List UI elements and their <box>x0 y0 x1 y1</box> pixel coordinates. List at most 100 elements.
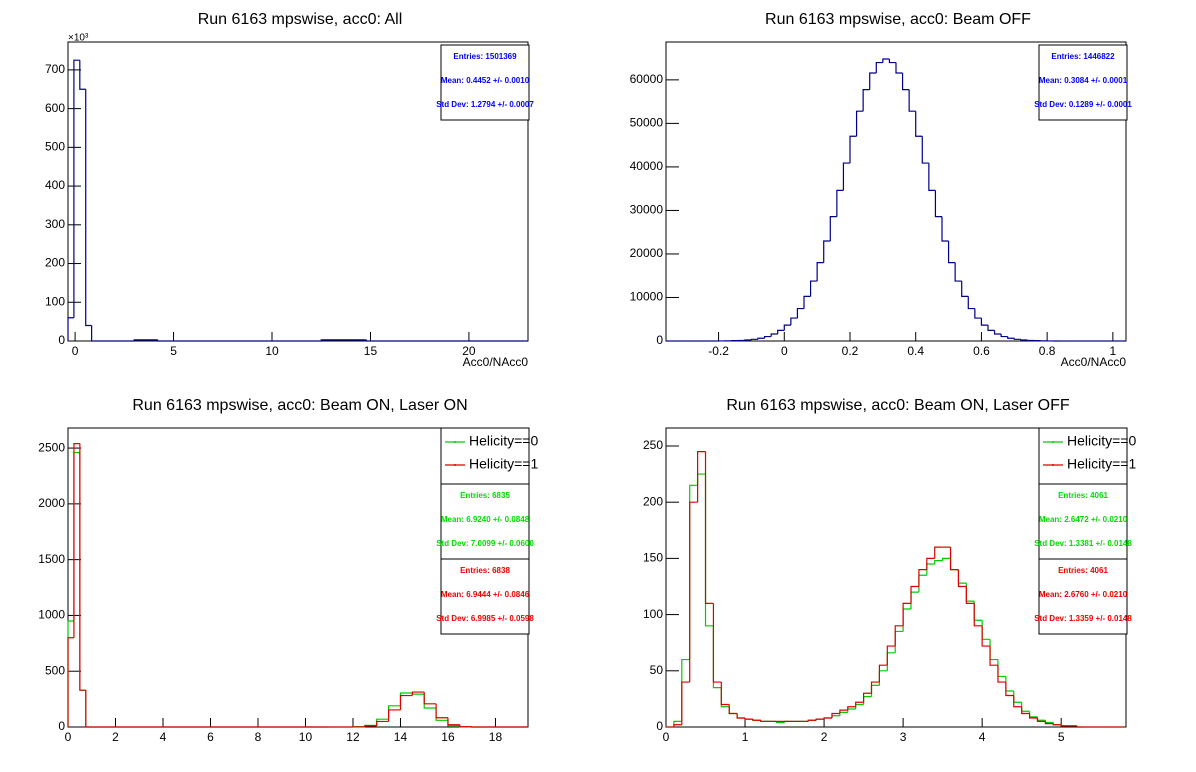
y-tick-label: 400 <box>45 178 65 192</box>
histogram-bin <box>831 712 840 719</box>
stats-line: Entries: 1501369 <box>453 52 517 61</box>
histogram-bin <box>1020 339 1028 341</box>
histogram-bin <box>757 337 765 340</box>
y-tick-label: 100 <box>45 294 65 308</box>
y-tick-label: 100 <box>643 607 663 621</box>
histogram-bin <box>993 330 1002 335</box>
histogram-bin <box>926 557 935 570</box>
histogram-bin <box>736 713 746 719</box>
chart-title: Run 6163 mpswise, acc0: Beam ON, Laser O… <box>726 397 1069 414</box>
x-tick-label: 0 <box>781 344 788 358</box>
histogram-bin <box>399 694 413 710</box>
stats-box <box>1038 44 1128 121</box>
y-tick-label: 1500 <box>38 552 65 566</box>
legend-label: Helicity==0 <box>469 433 538 449</box>
x-tick-label: 2 <box>821 730 828 744</box>
stats-line: Mean: 6.9240 +/- 0.0848 <box>441 515 530 524</box>
histogram-bin <box>376 720 389 726</box>
x-tick-label: 0.8 <box>1039 344 1056 358</box>
y-tick-label: 40000 <box>630 159 664 173</box>
histogram-bin <box>783 324 791 331</box>
histogram-bin <box>796 307 804 319</box>
stats-line: Mean: 2.6472 +/- 0.0210 <box>1039 515 1128 524</box>
histogram-bin <box>862 696 872 705</box>
stats-line: Mean: 6.9444 +/- 0.0846 <box>441 590 530 599</box>
stats-line: Mean: 0.4452 +/- 0.0010 <box>441 76 530 85</box>
histogram-bin <box>1005 682 1014 697</box>
histogram-bin <box>364 725 377 727</box>
y-tick-label: 300 <box>45 217 65 231</box>
y-tick-label: 0 <box>58 719 65 733</box>
y-tick-label: 0 <box>58 333 65 347</box>
stats-box <box>440 44 530 121</box>
histogram-bin <box>910 585 919 604</box>
histogram-bin <box>79 452 86 691</box>
histogram-bin <box>849 135 857 164</box>
histogram-bin <box>908 89 916 112</box>
stats-line: Std Dev: 1.3359 +/- 0.0148 <box>1034 614 1132 623</box>
histogram-bin <box>973 603 983 627</box>
histogram-bin <box>961 281 969 297</box>
histogram-bin <box>770 333 778 337</box>
histogram-bin <box>870 681 880 694</box>
stats-line: Entries: 4061 <box>1058 491 1108 500</box>
histogram-bin <box>387 709 401 722</box>
histogram-bin <box>752 719 761 721</box>
histogram-bin <box>807 719 817 722</box>
histogram-bin <box>365 339 528 342</box>
histogram-bin <box>989 639 998 661</box>
x-tick-label: 0 <box>72 344 79 358</box>
y-tick-label: 30000 <box>630 203 664 217</box>
legend-marker <box>1052 441 1054 443</box>
histogram-bin <box>926 563 935 576</box>
histogram-bin <box>934 190 942 218</box>
y-tick-label: 200 <box>643 494 663 508</box>
histogram-bin <box>965 586 975 604</box>
histogram-bin <box>1036 716 1046 721</box>
histogram-bin <box>387 705 401 720</box>
histogram-bin <box>85 89 92 327</box>
x-tick-label: 16 <box>441 730 455 744</box>
histogram-bin <box>1044 721 1054 725</box>
histogram-bin <box>320 339 367 341</box>
histogram-bin <box>1060 724 1070 727</box>
y-tick-label: 2500 <box>38 440 65 454</box>
histogram-bin <box>777 329 785 335</box>
histogram-bin <box>728 704 738 715</box>
y-tick-label: 700 <box>45 62 65 76</box>
histogram-bin <box>949 558 959 571</box>
stats-line: Entries: 6838 <box>460 566 510 575</box>
x-tick-label: 20 <box>462 344 476 358</box>
histogram-bin <box>399 692 413 706</box>
histogram-bin <box>712 625 722 689</box>
y-tick-label: 600 <box>45 101 65 115</box>
chart-title: Run 6163 mpswise, acc0: All <box>198 11 403 28</box>
histogram-bin <box>974 308 982 319</box>
histogram-bin <box>928 163 936 191</box>
histogram-bin <box>423 694 437 709</box>
legend-label: Helicity==1 <box>1067 456 1136 472</box>
histogram-bin <box>411 691 425 696</box>
x-tick-label: 12 <box>346 730 360 744</box>
x-tick-label: 5 <box>170 344 177 358</box>
histogram-bin <box>157 339 322 342</box>
y-tick-label: 50000 <box>630 116 664 130</box>
stats-line: Std Dev: 0.1289 +/- 0.0001 <box>1034 100 1132 109</box>
legend-label: Helicity==0 <box>1067 433 1136 449</box>
histogram-bin <box>918 574 927 593</box>
histogram-bin <box>987 325 995 331</box>
histogram-bin <box>1044 720 1054 724</box>
histogram-bin <box>1013 691 1022 703</box>
plot-frame <box>665 41 1127 342</box>
histogram-bin <box>1028 713 1038 719</box>
histogram-bin <box>989 646 998 666</box>
histogram-bin <box>1000 334 1008 338</box>
histogram-bin <box>829 216 837 241</box>
histogram-bin <box>1052 723 1062 726</box>
histogram-bin <box>965 583 975 602</box>
histogram-bin <box>435 703 448 719</box>
histogram-bin <box>1021 702 1030 712</box>
histogram-bin <box>1005 676 1014 692</box>
histogram-bin <box>1013 338 1021 340</box>
